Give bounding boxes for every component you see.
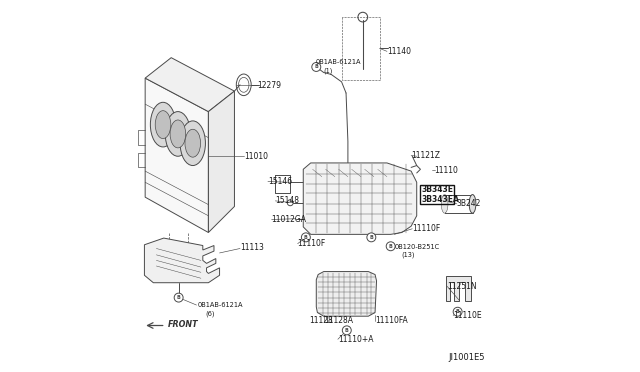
Ellipse shape — [469, 195, 476, 213]
Text: 11140: 11140 — [387, 47, 411, 56]
Text: 11110E: 11110E — [453, 311, 482, 320]
Text: B: B — [304, 235, 308, 240]
Text: B: B — [177, 295, 180, 300]
Text: 11110: 11110 — [435, 166, 458, 175]
Text: 11121Z: 11121Z — [411, 151, 440, 160]
Ellipse shape — [150, 102, 175, 147]
Text: FRONT: FRONT — [168, 320, 198, 329]
Text: 15146: 15146 — [268, 177, 292, 186]
Ellipse shape — [165, 112, 191, 156]
Text: 11110FA: 11110FA — [375, 316, 408, 325]
Circle shape — [342, 326, 351, 335]
Text: 3B343E: 3B343E — [421, 185, 453, 194]
Polygon shape — [145, 58, 234, 112]
Text: 11110F: 11110F — [412, 224, 440, 233]
Circle shape — [453, 307, 462, 316]
Ellipse shape — [185, 129, 200, 157]
Text: B: B — [389, 244, 392, 249]
Text: 0B1AB-6121A: 0B1AB-6121A — [316, 60, 361, 65]
Text: JI1001E5: JI1001E5 — [449, 353, 485, 362]
Text: 0B120-B251C: 0B120-B251C — [394, 244, 440, 250]
Polygon shape — [145, 78, 209, 232]
Circle shape — [174, 293, 183, 302]
Polygon shape — [445, 276, 470, 301]
Ellipse shape — [156, 111, 171, 139]
Ellipse shape — [170, 120, 186, 148]
Polygon shape — [145, 238, 220, 283]
Circle shape — [312, 62, 321, 71]
Text: B: B — [314, 64, 318, 70]
Text: 11128: 11128 — [310, 316, 333, 325]
Text: 11110F: 11110F — [298, 239, 326, 248]
Text: B: B — [345, 328, 349, 333]
Text: 11251N: 11251N — [447, 282, 477, 291]
Text: 12279: 12279 — [257, 81, 281, 90]
Circle shape — [301, 233, 310, 242]
Text: 11012GA: 11012GA — [271, 215, 307, 224]
Text: 3B242: 3B242 — [457, 199, 481, 208]
Text: 3B343EA: 3B343EA — [421, 195, 459, 203]
Text: B: B — [369, 235, 373, 240]
Polygon shape — [303, 163, 417, 234]
Text: (13): (13) — [402, 251, 415, 258]
Text: 11110+A: 11110+A — [338, 335, 373, 344]
Text: 11010: 11010 — [244, 152, 268, 161]
Text: B: B — [456, 309, 460, 314]
Ellipse shape — [180, 121, 205, 166]
Text: (1): (1) — [324, 67, 333, 74]
Text: 0B1AB-6121A: 0B1AB-6121A — [197, 302, 243, 308]
Polygon shape — [209, 91, 234, 232]
Polygon shape — [316, 272, 376, 316]
Ellipse shape — [441, 195, 448, 213]
Text: 11113: 11113 — [240, 243, 264, 252]
Circle shape — [367, 233, 376, 242]
Text: 11128A: 11128A — [324, 316, 353, 325]
Text: (6): (6) — [205, 310, 215, 317]
Circle shape — [386, 242, 395, 251]
Text: 15148: 15148 — [275, 196, 300, 205]
